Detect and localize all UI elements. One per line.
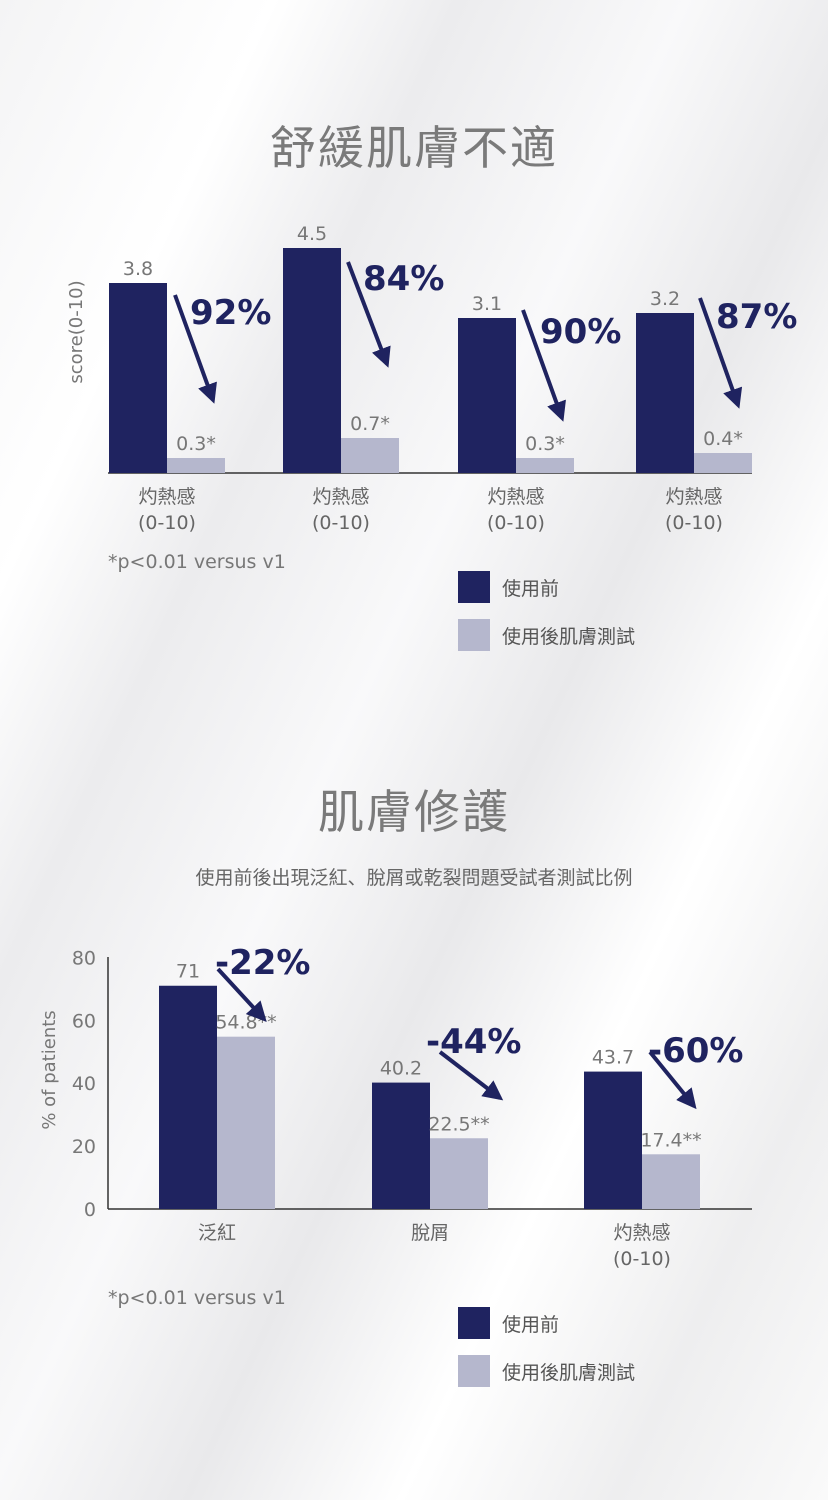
category-label: 灼熱感	[138, 486, 195, 508]
chart2-legend: 使用前 使用後肌膚測試	[458, 1306, 635, 1402]
category-label: (0-10)	[138, 512, 196, 534]
legend-swatch-before	[458, 571, 490, 603]
data-label-after: 0.4*	[703, 428, 743, 450]
chart1-title: 舒緩肌膚不適	[270, 121, 558, 175]
bar-after	[516, 458, 574, 473]
bar-before	[458, 318, 516, 473]
reduction-annotation: -22%	[215, 943, 311, 983]
category-label: 灼熱感	[665, 486, 722, 508]
reduction-arrow	[698, 297, 743, 409]
legend-label-before: 使用前	[502, 1313, 560, 1336]
legend-item-before: 使用前	[458, 570, 635, 604]
data-label-before: 71	[176, 961, 200, 983]
y-tick-label: 80	[72, 947, 96, 969]
data-label-after: 0.3*	[525, 433, 565, 455]
legend-swatch-after	[458, 619, 490, 651]
data-label-after: 54.8**	[215, 1012, 276, 1034]
reduction-annotation: 87%	[716, 297, 797, 337]
data-label-after: 0.7*	[350, 413, 390, 435]
data-label-before: 3.1	[472, 293, 502, 315]
bar-before	[159, 985, 217, 1209]
legend-label-after: 使用後肌膚測試	[502, 625, 636, 648]
data-label-after: 0.3*	[176, 433, 216, 455]
category-label: 灼熱感	[312, 486, 369, 508]
data-label-before: 4.5	[297, 223, 327, 245]
y-tick-label: 20	[72, 1136, 96, 1158]
legend-swatch-after	[458, 1355, 490, 1387]
category-label: (0-10)	[665, 512, 723, 534]
category-label: 灼熱感	[487, 486, 544, 508]
y-axis-label: % of patients	[39, 1010, 60, 1129]
reduction-annotation: 92%	[190, 293, 271, 333]
chart2-svg: % of patients 0 20 40 60 80 71 54.8** 泛紅 -22% 40.2…	[39, 943, 752, 1270]
bar-before	[584, 1071, 642, 1209]
data-label-after: 17.4**	[640, 1129, 701, 1151]
data-label-before: 40.2	[380, 1058, 422, 1080]
legend-label-before: 使用前	[502, 577, 560, 600]
reduction-arrow	[521, 309, 566, 422]
reduction-annotation: 90%	[540, 312, 621, 352]
bar-after	[167, 458, 225, 473]
data-label-after: 22.5**	[428, 1113, 489, 1135]
bar-after	[430, 1138, 488, 1209]
legend-swatch-before	[458, 1307, 490, 1339]
category-label: (0-10)	[312, 512, 370, 534]
data-label-before: 3.8	[123, 258, 153, 280]
bar-before	[372, 1082, 430, 1209]
y-tick-label: 0	[84, 1199, 96, 1221]
legend-label-after: 使用後肌膚測試	[502, 1361, 636, 1384]
bar-after	[217, 1036, 275, 1209]
reduction-annotation: 84%	[363, 259, 444, 299]
bar-before	[636, 313, 694, 473]
bar-before	[109, 283, 167, 473]
reduction-arrow	[173, 294, 217, 404]
chart1-svg: score(0-10) 3.8 0.3* 灼熱感 (0-10) 92% 4.5 0.7* 灼熱感…	[66, 223, 797, 534]
y-axis-label: score(0-10)	[66, 280, 87, 383]
chart2-subtitle: 使用前後出現泛紅、脫屑或乾裂問題受試者測試比例	[195, 867, 633, 889]
bar-before	[283, 248, 341, 473]
reduction-arrow	[346, 261, 391, 368]
bar-after	[642, 1154, 700, 1209]
y-tick-label: 60	[72, 1010, 96, 1032]
reduction-arrow	[648, 1050, 697, 1110]
reduction-arrow	[438, 1050, 504, 1101]
category-label: (0-10)	[613, 1248, 671, 1270]
category-label: 灼熱感	[613, 1222, 670, 1244]
category-label: 泛紅	[198, 1222, 236, 1244]
y-tick-label: 40	[72, 1073, 96, 1095]
reduction-annotation: -44%	[426, 1022, 522, 1062]
data-label-before: 3.2	[650, 288, 680, 310]
chart2-title: 肌膚修護	[318, 785, 510, 839]
reduction-annotation: -60%	[648, 1031, 744, 1071]
legend-item-after: 使用後肌膚測試	[458, 1354, 635, 1388]
data-label-before: 43.7	[592, 1047, 634, 1069]
chart1-legend: 使用前 使用後肌膚測試	[458, 570, 635, 666]
chart2-footnote: *p<0.01 versus v1	[108, 1287, 286, 1309]
category-label: (0-10)	[487, 512, 545, 534]
bar-after	[694, 453, 752, 473]
category-label: 脫屑	[411, 1222, 449, 1244]
legend-item-after: 使用後肌膚測試	[458, 618, 635, 652]
bar-after	[341, 438, 399, 473]
reduction-arrow	[216, 967, 267, 1022]
chart1-footnote: *p<0.01 versus v1	[108, 551, 286, 573]
legend-item-before: 使用前	[458, 1306, 635, 1340]
